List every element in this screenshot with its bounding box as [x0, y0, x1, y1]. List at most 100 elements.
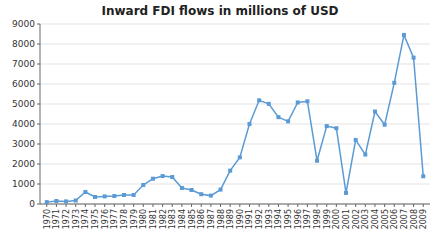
x-tick-label: 1999 [323, 209, 332, 229]
marker [83, 190, 87, 194]
grid-line [40, 24, 430, 25]
x-tick-label: 1979 [130, 209, 139, 229]
marker [170, 175, 174, 179]
x-tick-label: 2000 [332, 209, 341, 229]
marker [334, 126, 338, 130]
y-axis: 0100020003000400050006000700080009000 [12, 19, 40, 209]
x-tick-label: 1977 [110, 209, 119, 229]
marker [64, 199, 68, 203]
marker [247, 122, 251, 126]
x-tick-label: 1995 [284, 209, 293, 229]
x-tick-label: 1983 [168, 209, 177, 229]
x-tick-label: 1985 [188, 209, 197, 229]
marker [112, 194, 116, 198]
marker [180, 186, 184, 190]
x-tick-label: 2002 [352, 209, 361, 229]
x-axis: 1970197119721973197419751976197719781979… [43, 204, 428, 229]
marker [238, 155, 242, 159]
y-tick-label: 3000 [12, 139, 35, 149]
x-tick-label: 1992 [255, 209, 264, 229]
x-tick-label: 2004 [371, 209, 380, 229]
marker [54, 199, 58, 203]
grid-line [40, 104, 430, 105]
marker [103, 194, 107, 198]
y-tick-label: 7000 [12, 59, 35, 69]
marker [219, 188, 223, 192]
marker [325, 124, 329, 128]
x-tick-label: 1973 [72, 209, 81, 229]
grid-line [40, 64, 430, 65]
marker [267, 102, 271, 106]
x-tick-label: 2003 [361, 209, 370, 229]
marker [257, 98, 261, 102]
y-tick-label: 0 [29, 199, 35, 209]
x-tick-label: 1996 [294, 209, 303, 229]
marker [93, 195, 97, 199]
x-tick-label: 1991 [245, 209, 254, 229]
grid-line [40, 44, 430, 45]
x-tick-label: 2001 [342, 209, 351, 229]
y-tick-label: 8000 [12, 39, 35, 49]
marker [122, 193, 126, 197]
x-tick-label: 2007 [400, 209, 409, 229]
marker [151, 177, 155, 181]
marker [344, 191, 348, 195]
grid-line [40, 204, 430, 205]
x-tick-label: 1972 [62, 209, 71, 229]
y-tick-label: 2000 [12, 159, 35, 169]
marker [402, 33, 406, 37]
marker [363, 153, 367, 157]
y-tick-label: 9000 [12, 19, 35, 29]
x-tick-label: 1974 [81, 209, 90, 229]
marker [141, 183, 145, 187]
marker [296, 100, 300, 104]
series [45, 33, 425, 204]
marker [74, 199, 78, 203]
x-tick-label: 1998 [313, 209, 322, 229]
marker [276, 115, 280, 119]
x-tick-label: 1993 [265, 209, 274, 229]
chart: Inward FDI flows in millions of USD01000… [0, 0, 440, 238]
marker [392, 81, 396, 85]
grid [40, 24, 430, 204]
marker [161, 174, 165, 178]
x-tick-label: 1980 [139, 209, 148, 229]
y-tick-label: 4000 [12, 119, 35, 129]
x-tick-label: 1971 [52, 209, 61, 229]
marker [209, 194, 213, 198]
x-tick-label: 1984 [178, 209, 187, 229]
marker [190, 188, 194, 192]
marker [286, 119, 290, 123]
x-tick-label: 1975 [91, 209, 100, 229]
x-tick-label: 1988 [217, 209, 226, 229]
title: Inward FDI flows in millions of USD [101, 4, 338, 18]
y-tick-label: 6000 [12, 79, 35, 89]
x-tick-label: 1978 [120, 209, 129, 229]
marker [45, 200, 49, 204]
x-tick-label: 1981 [149, 209, 158, 229]
marker [132, 193, 136, 197]
grid-line [40, 144, 430, 145]
marker [354, 138, 358, 142]
x-tick-label: 1970 [43, 209, 52, 229]
marker [412, 56, 416, 60]
marker [373, 110, 377, 114]
x-tick-label: 2008 [410, 209, 419, 229]
marker [383, 123, 387, 127]
marker [421, 174, 425, 178]
grid-line [40, 84, 430, 85]
grid-line [40, 184, 430, 185]
marker [305, 99, 309, 103]
x-tick-label: 1994 [274, 209, 283, 229]
y-tick-label: 5000 [12, 99, 35, 109]
x-tick-label: 1997 [303, 209, 312, 229]
marker [199, 192, 203, 196]
x-tick-label: 1976 [101, 209, 110, 229]
x-tick-label: 2006 [390, 209, 399, 229]
marker [315, 159, 319, 163]
x-tick-label: 1987 [207, 209, 216, 229]
x-tick-label: 1989 [226, 209, 235, 229]
x-tick-label: 1986 [197, 209, 206, 229]
x-axis-line [40, 204, 430, 205]
line [47, 35, 423, 202]
